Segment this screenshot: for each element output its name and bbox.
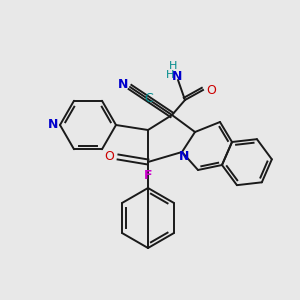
- Text: O: O: [104, 151, 114, 164]
- Text: N: N: [118, 77, 128, 91]
- Text: F: F: [144, 169, 152, 182]
- Text: O: O: [206, 83, 216, 97]
- Text: N: N: [179, 151, 189, 164]
- Text: N: N: [172, 70, 182, 83]
- Text: N: N: [48, 118, 58, 131]
- Text: H: H: [166, 70, 174, 80]
- Text: C: C: [145, 92, 153, 106]
- Text: H: H: [169, 61, 177, 71]
